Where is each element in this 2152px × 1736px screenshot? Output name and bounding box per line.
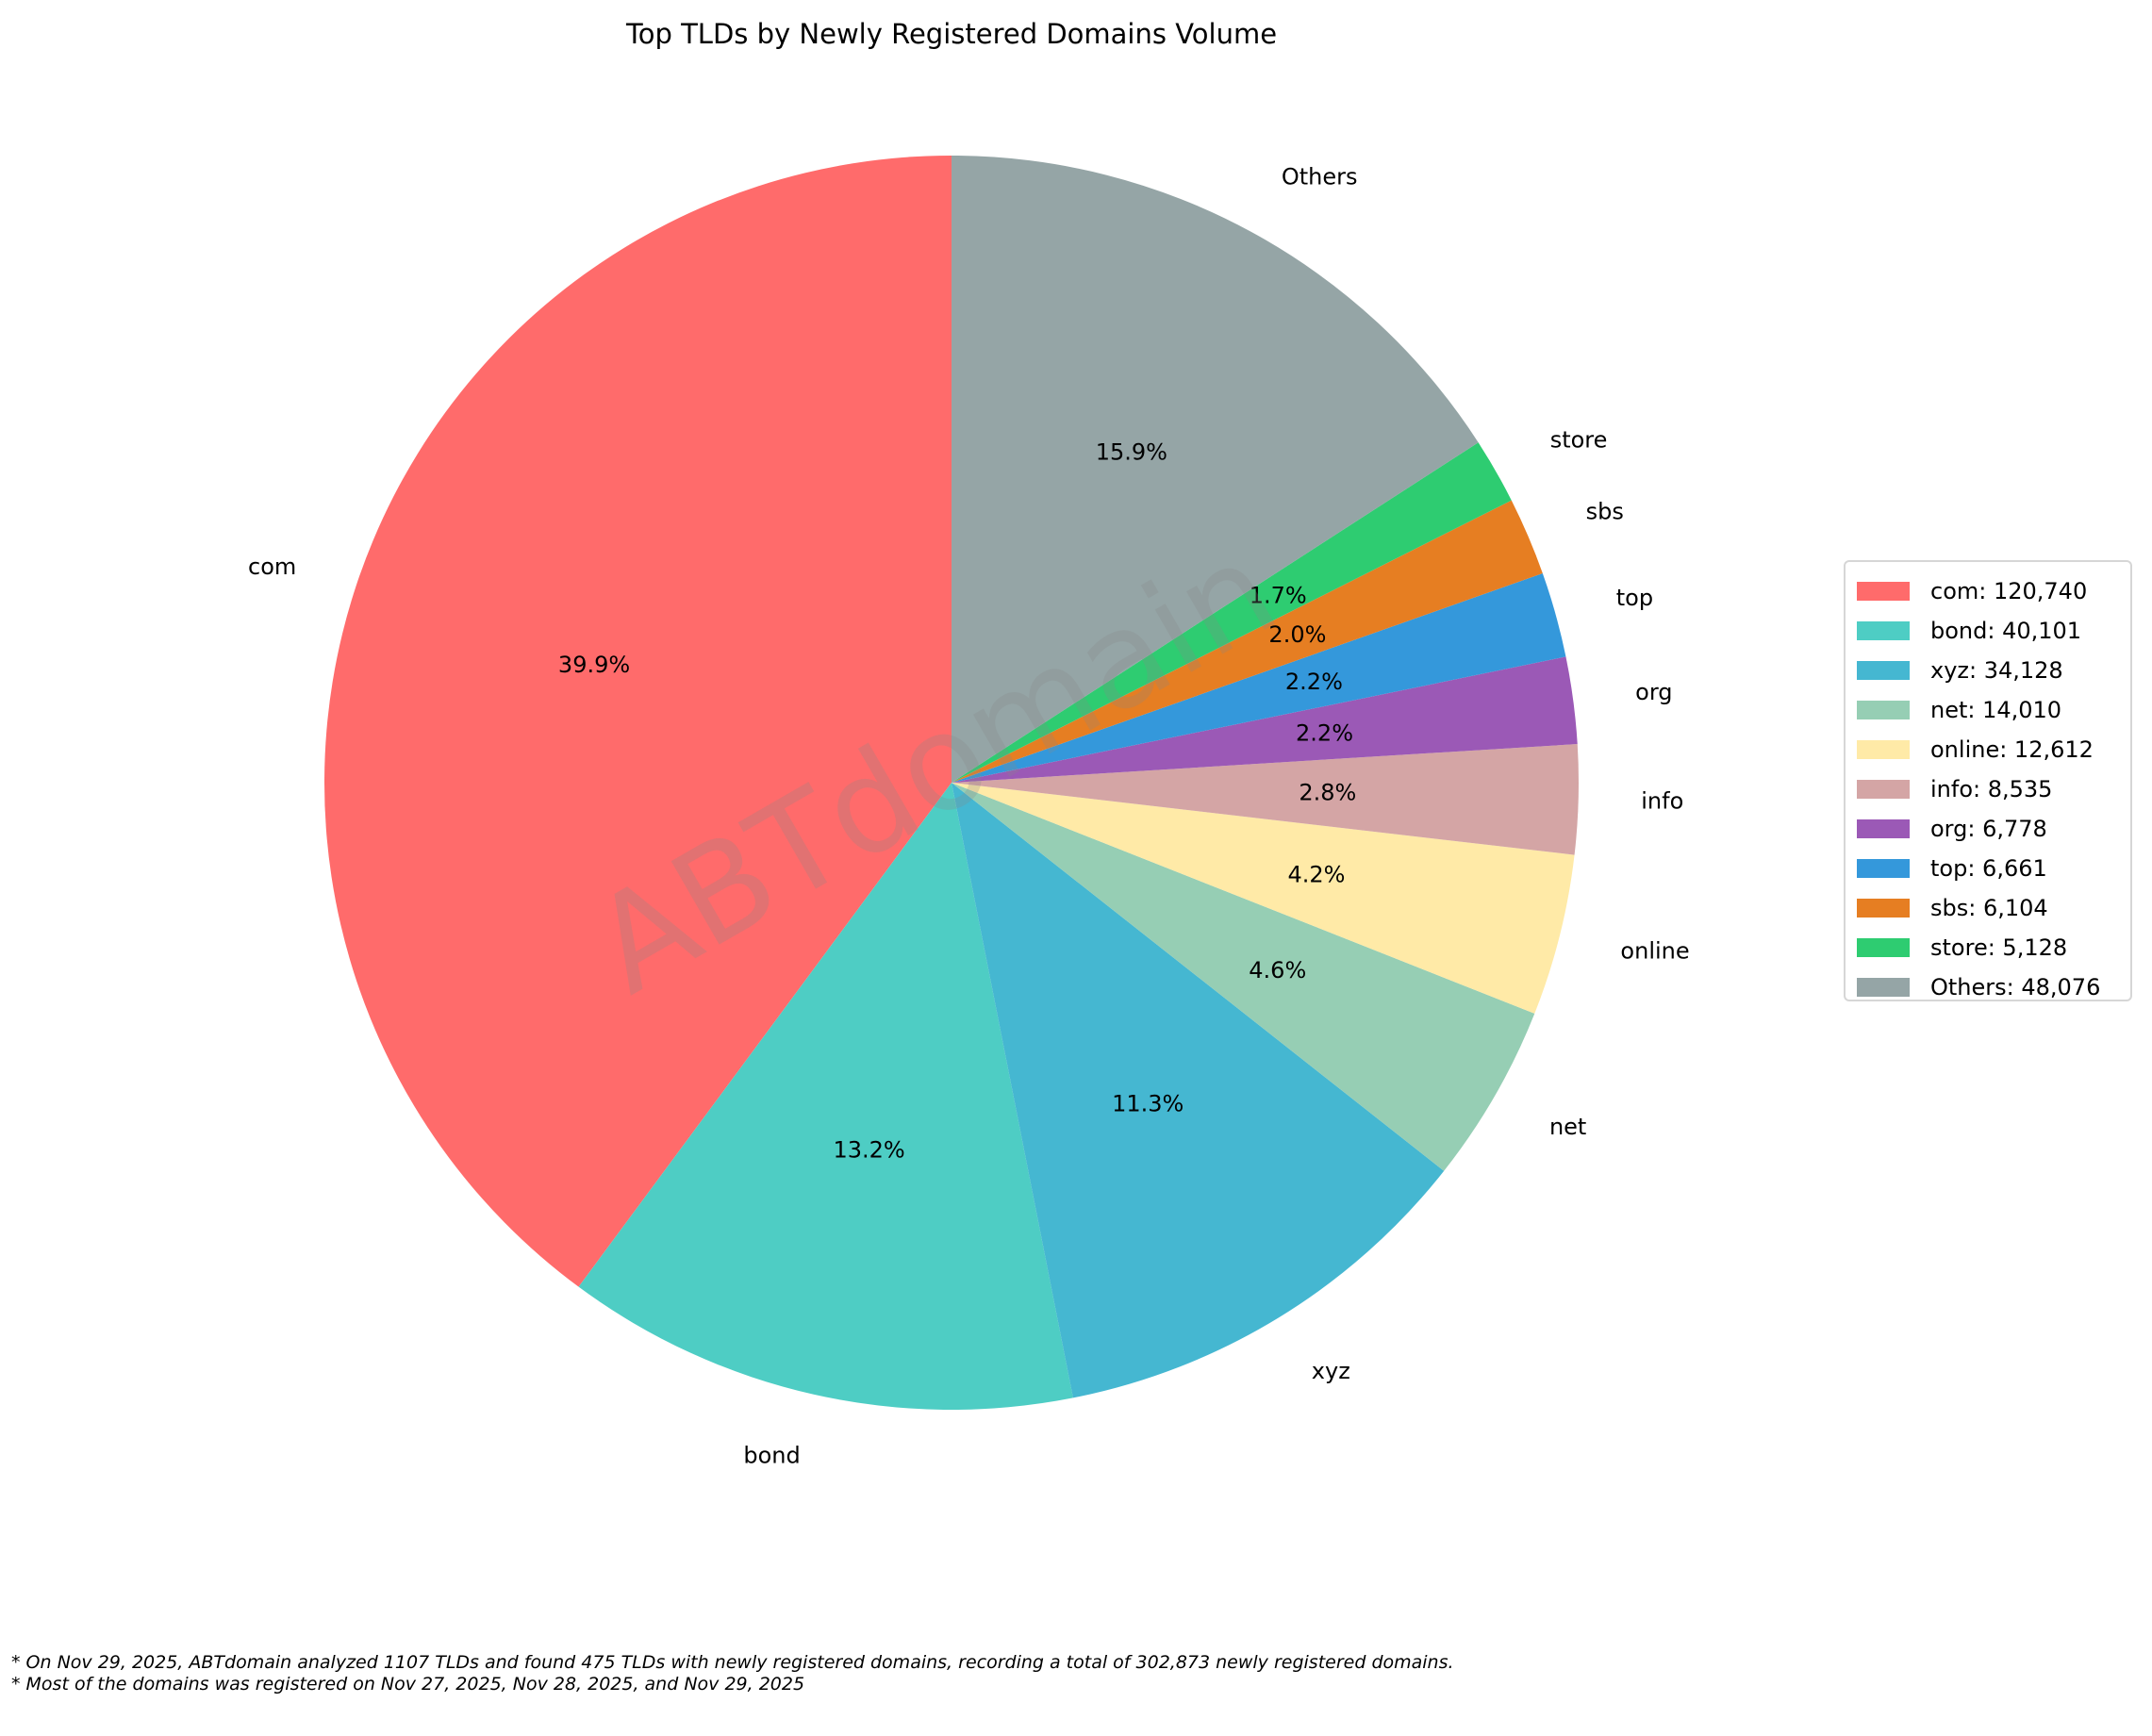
legend-item: bond: 40,101 — [1857, 611, 2130, 651]
legend: com: 120,740 bond: 40,101 xyz: 34,128 net: … — [1844, 560, 2132, 1001]
percent-label: 15.9% — [1096, 439, 1167, 466]
percent-label: 2.2% — [1296, 720, 1353, 747]
legend-swatch — [1857, 621, 1910, 640]
legend-swatch — [1857, 899, 1910, 918]
slice-label: xyz — [1312, 1358, 1350, 1384]
legend-label: sbs: 6,104 — [1930, 895, 2048, 921]
slice-label: top — [1616, 585, 1653, 611]
pie-slice-org — [952, 656, 1578, 783]
legend-label: com: 120,740 — [1930, 578, 2088, 604]
legend-label: store: 5,128 — [1930, 934, 2068, 961]
legend-label: top: 6,661 — [1930, 855, 2047, 882]
pie-slice-online — [952, 783, 1575, 1014]
slice-label: org — [1635, 679, 1672, 705]
legend-label: info: 8,535 — [1930, 776, 2053, 802]
legend-item: top: 6,661 — [1857, 849, 2130, 888]
legend-item: sbs: 6,104 — [1857, 888, 2130, 928]
pie-slice-others — [952, 156, 1479, 783]
legend-item: store: 5,128 — [1857, 928, 2130, 967]
legend-swatch — [1857, 740, 1910, 759]
legend-label: org: 6,778 — [1930, 816, 2047, 842]
slice-label: store — [1550, 426, 1608, 453]
slice-label: net — [1549, 1114, 1586, 1140]
slice-label: online — [1620, 937, 1689, 964]
slice-label: com — [248, 554, 296, 580]
legend-swatch — [1857, 859, 1910, 878]
percent-label: 2.2% — [1285, 669, 1343, 695]
pie-slice-bond — [578, 783, 1073, 1410]
footnote-1: * On Nov 29, 2025, ABTdomain analyzed 11… — [11, 1652, 1454, 1673]
legend-label: online: 12,612 — [1930, 736, 2094, 763]
slice-label: sbs — [1586, 499, 1624, 525]
pie-slice-info — [952, 744, 1579, 855]
slice-label: Others — [1282, 164, 1358, 190]
legend-label: net: 14,010 — [1930, 697, 2062, 723]
percent-label: 4.6% — [1249, 957, 1306, 984]
pie-slice-net — [952, 783, 1535, 1171]
percent-label: 2.0% — [1268, 621, 1326, 648]
percent-label: 11.3% — [1112, 1090, 1184, 1116]
chart-title: Top TLDs by Newly Registered Domains Vol… — [625, 18, 1277, 50]
footnote-2: * Most of the domains was registered on … — [11, 1674, 805, 1695]
legend-swatch — [1857, 978, 1910, 997]
slice-label: info — [1641, 788, 1683, 815]
legend-item: online: 12,612 — [1857, 730, 2130, 769]
pie-slice-top — [952, 572, 1566, 783]
pie-slice-store — [952, 442, 1512, 783]
legend-item: xyz: 34,128 — [1857, 651, 2130, 690]
legend-label: bond: 40,101 — [1930, 618, 2082, 644]
legend-label: xyz: 34,128 — [1930, 657, 2063, 684]
pie-slice-xyz — [952, 783, 1445, 1398]
legend-item: info: 8,535 — [1857, 769, 2130, 809]
legend-swatch — [1857, 780, 1910, 799]
pie-slice-sbs — [952, 500, 1543, 783]
pie-slice-com — [324, 156, 952, 1287]
percent-label: 13.2% — [833, 1136, 904, 1163]
legend-swatch — [1857, 661, 1910, 680]
percent-label: 1.7% — [1250, 583, 1307, 609]
percent-label: 2.8% — [1299, 780, 1356, 806]
legend-swatch — [1857, 582, 1910, 601]
legend-label: Others: 48,076 — [1930, 974, 2101, 1000]
legend-item: net: 14,010 — [1857, 690, 2130, 730]
slice-label: bond — [743, 1443, 800, 1469]
percent-label: 4.2% — [1287, 861, 1345, 887]
legend-item: com: 120,740 — [1857, 571, 2130, 611]
legend-swatch — [1857, 819, 1910, 838]
legend-swatch — [1857, 938, 1910, 957]
legend-item: org: 6,778 — [1857, 809, 2130, 849]
percent-label: 39.9% — [558, 652, 630, 678]
legend-swatch — [1857, 701, 1910, 719]
legend-item: Others: 48,076 — [1857, 967, 2130, 1007]
